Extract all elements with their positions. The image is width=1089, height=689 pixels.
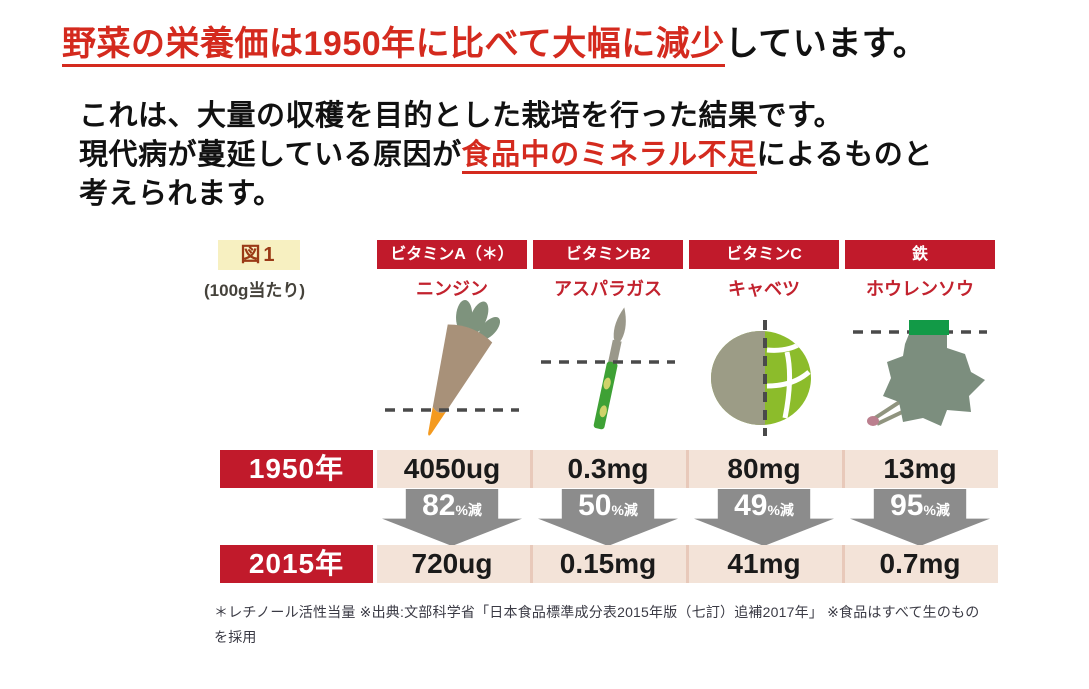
decrease-value: 95	[890, 489, 924, 522]
intro-highlight: 食品中のミネラル不足	[461, 139, 757, 174]
title-rest: しています。	[724, 25, 928, 63]
figure-unit-note: (100g当たり)	[204, 281, 306, 300]
footnote-line-1: ＊レチノール活性当量 ※出典:文部科学省「日本食品標準成分表2015年版（七訂）…	[214, 604, 980, 620]
decrease-arrow-asparagus: 50%減	[538, 489, 678, 546]
value-2015-carrot: 720ug	[411, 548, 493, 579]
footnote-line-2: を採用	[214, 629, 257, 645]
column-divider	[686, 545, 689, 583]
intro-line-3: 考えられます。	[79, 178, 283, 210]
value-1950-asparagus: 0.3mg	[567, 453, 649, 484]
vegetable-name-carrot: ニンジン	[416, 279, 488, 299]
intro-line-1: これは、大量の収穫を目的とした栽培を行った結果です。	[79, 100, 844, 132]
column-divider	[842, 450, 845, 488]
value-1950-carrot: 4050ug	[403, 453, 501, 484]
nutrient-header-vitamin-a: ビタミンA（＊）	[377, 240, 527, 269]
asparagus-icon	[541, 307, 675, 430]
intro-line-2: 現代病が蔓延している原因が食品中のミネラル不足によるものと	[79, 136, 1059, 175]
decrease-value: 49	[734, 489, 768, 522]
page-title: 野菜の栄養価は1950年に比べて大幅に減少しています。	[62, 16, 1062, 67]
column-divider	[686, 450, 689, 488]
figure-label: 図1	[218, 240, 300, 270]
nutrient-header-iron: 鉄	[845, 240, 995, 269]
spinach-icon	[853, 320, 987, 426]
value-2015-cabbage: 41mg	[727, 548, 801, 579]
cabbage-icon	[711, 320, 811, 436]
figure-footnote: ＊レチノール活性当量 ※出典:文部科学省「日本食品標準成分表2015年版（七訂）…	[214, 600, 1014, 650]
decrease-arrow-cabbage: 49%減	[694, 489, 834, 546]
decrease-arrow-carrot: 82%減	[382, 489, 522, 546]
intro-paragraph: これは、大量の収穫を目的とした栽培を行った結果です。 現代病が蔓延している原因が…	[79, 97, 1059, 214]
value-2015-spinach: 0.7mg	[879, 548, 961, 579]
decrease-suffix: %減	[767, 502, 794, 518]
decrease-suffix: %減	[611, 502, 638, 518]
value-1950-cabbage: 80mg	[727, 453, 801, 484]
decrease-arrow-spinach: 95%減	[850, 489, 990, 546]
vegetable-name-asparagus: アスパラガス	[554, 279, 662, 299]
year-2015-label: 2015年	[220, 545, 373, 583]
decrease-value: 82	[422, 489, 456, 522]
decrease-suffix: %減	[455, 502, 482, 518]
column-divider	[842, 545, 845, 583]
column-divider	[530, 545, 533, 583]
values-row-1950: 4050ug 0.3mg 80mg 13mg	[377, 450, 998, 488]
decrease-suffix: %減	[923, 502, 950, 518]
values-row-2015: 720ug 0.15mg 41mg 0.7mg	[377, 545, 998, 583]
carrot-icon	[385, 300, 519, 436]
vegetable-name-cabbage: キャベツ	[728, 279, 800, 299]
value-1950-spinach: 13mg	[883, 453, 957, 484]
year-1950-label: 1950年	[220, 450, 373, 488]
nutrient-header-vitamin-b2: ビタミンB2	[533, 240, 683, 269]
decrease-value: 50	[578, 489, 612, 522]
value-2015-asparagus: 0.15mg	[559, 548, 657, 579]
nutrient-header-vitamin-c: ビタミンC	[689, 240, 839, 269]
column-divider	[530, 450, 533, 488]
vegetable-name-spinach: ホウレンソウ	[866, 279, 974, 299]
title-highlight: 野菜の栄養価は1950年に比べて大幅に減少	[62, 25, 725, 67]
